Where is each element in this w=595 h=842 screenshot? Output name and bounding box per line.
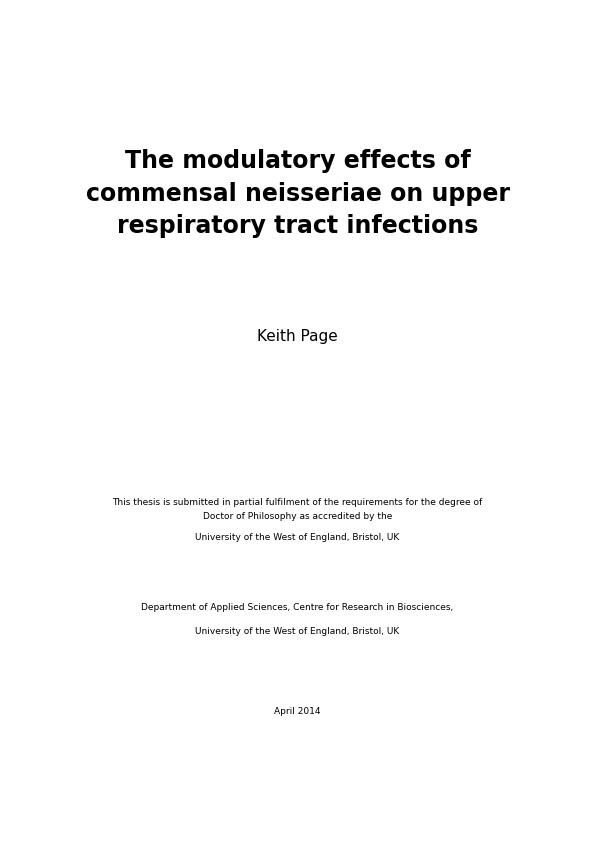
Text: The modulatory effects of
commensal neisseriae on upper
respiratory tract infect: The modulatory effects of commensal neis…: [86, 149, 509, 238]
Text: University of the West of England, Bristol, UK: University of the West of England, Brist…: [195, 533, 400, 541]
Text: University of the West of England, Bristol, UK: University of the West of England, Brist…: [195, 627, 400, 636]
Text: Keith Page: Keith Page: [257, 329, 338, 344]
Text: April 2014: April 2014: [274, 707, 321, 716]
Text: Department of Applied Sciences, Centre for Research in Biosciences,: Department of Applied Sciences, Centre f…: [142, 604, 453, 612]
Text: This thesis is submitted in partial fulfilment of the requirements for the degre: This thesis is submitted in partial fulf…: [112, 498, 483, 521]
